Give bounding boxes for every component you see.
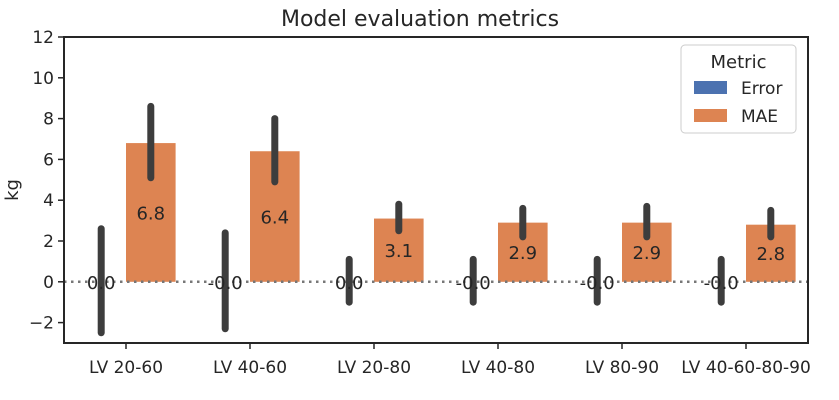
x-tick-label: LV 40-60: [213, 358, 287, 378]
y-tick-label: 10: [32, 69, 54, 89]
y-tick-label: 4: [43, 191, 54, 211]
axes-frame: [63, 36, 809, 344]
legend-label-error: Error: [741, 79, 782, 99]
x-tick-label: LV 80-90: [585, 358, 659, 378]
chart-title: Model evaluation metrics: [281, 7, 559, 32]
x-tick-label: LV 40-80: [461, 358, 535, 378]
x-tick-label: LV 20-80: [337, 358, 411, 378]
data-label-mae: 2.8: [756, 244, 785, 265]
data-label-error: 0.0: [335, 273, 364, 294]
x-tick-label: LV 40-60-80-90: [681, 358, 811, 378]
plot-area: −2 0 2 4 6 8 10 12 0.0 -0.0 0.0 -0.0 -0.0 -0.0 6.8 6.4 3…: [29, 28, 811, 378]
y-tick-label: 8: [43, 110, 54, 130]
data-label-mae: 6.8: [136, 203, 165, 224]
data-label-error: -0.0: [208, 273, 243, 294]
legend-title: Metric: [711, 52, 767, 73]
legend-swatch-mae: [694, 109, 727, 122]
data-label-mae: 2.9: [508, 243, 537, 264]
data-label-mae: 6.4: [260, 208, 289, 229]
data-label-mae: 2.9: [632, 243, 661, 264]
x-tick-label: LV 20-60: [89, 358, 163, 378]
legend-swatch-error: [694, 81, 727, 94]
y-tick-label: 2: [43, 232, 54, 252]
y-tick-label: 6: [43, 150, 54, 170]
y-tick-label: 12: [32, 28, 54, 48]
legend-label-mae: MAE: [741, 107, 778, 127]
data-label-mae: 3.1: [384, 241, 413, 262]
legend: Metric Error MAE: [680, 44, 797, 134]
y-tick-label: −2: [29, 314, 54, 334]
data-label-error: -0.0: [580, 273, 615, 294]
y-tick-label: 0: [43, 273, 54, 293]
data-label-error: -0.0: [456, 273, 491, 294]
y-axis-label: kg: [2, 179, 23, 201]
data-label-error: 0.0: [87, 273, 116, 294]
data-label-error: -0.0: [704, 273, 739, 294]
